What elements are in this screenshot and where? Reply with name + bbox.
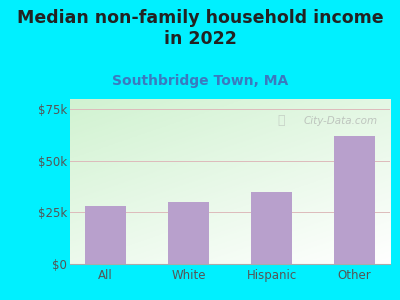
Bar xyxy=(168,202,209,264)
Text: Median non-family household income
in 2022: Median non-family household income in 20… xyxy=(17,9,383,49)
Text: Southbridge Town, MA: Southbridge Town, MA xyxy=(112,74,288,88)
Text: ⦿: ⦿ xyxy=(278,114,285,127)
Bar xyxy=(251,192,292,264)
Bar xyxy=(84,206,126,264)
Bar xyxy=(334,136,376,264)
Text: City-Data.com: City-Data.com xyxy=(304,116,378,125)
